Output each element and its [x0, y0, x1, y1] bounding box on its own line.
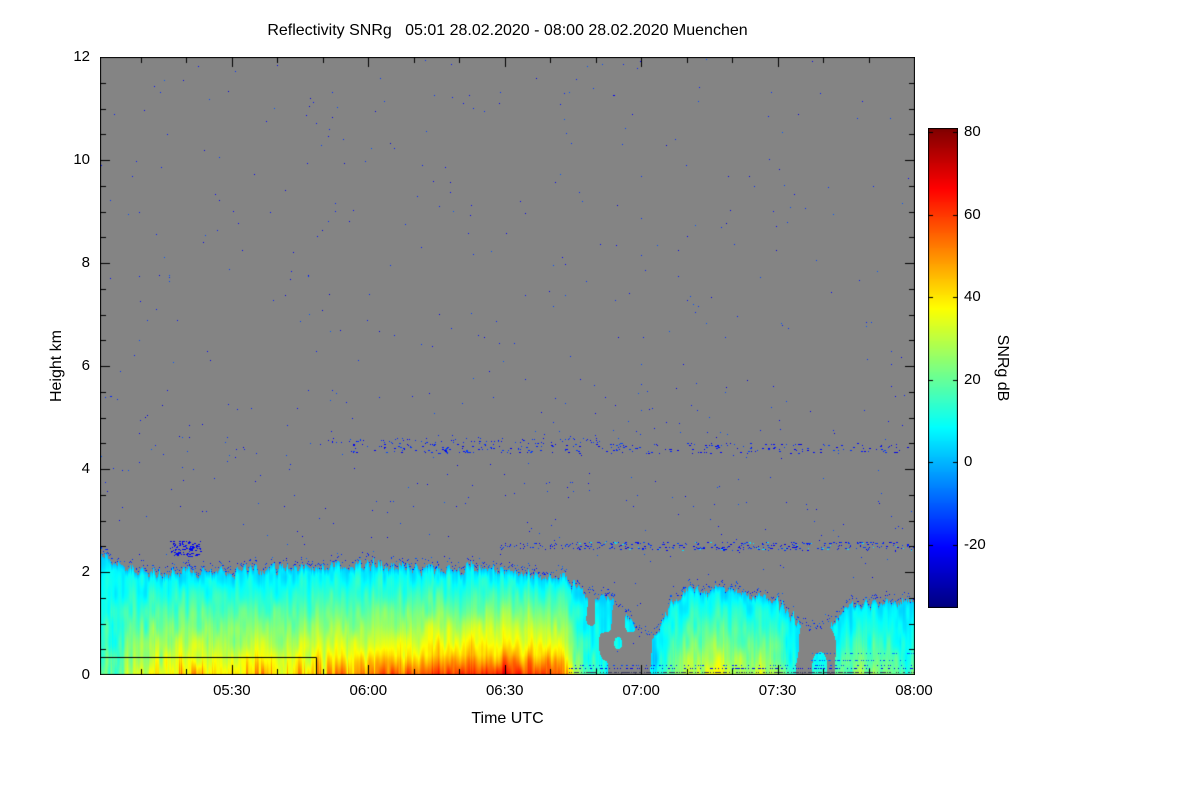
- x-axis-tick-label: 06:00: [349, 682, 388, 699]
- y-axis-tick-label: 4: [81, 460, 90, 477]
- y-axis-tick-label: 2: [81, 563, 90, 580]
- colorbar-tick-label: 20: [964, 370, 981, 388]
- colorbar-tick-label: 60: [964, 205, 981, 223]
- chart-title: Reflectivity SNRg 05:01 28.02.2020 - 08:…: [267, 22, 748, 39]
- x-axis-tick-label: 08:00: [895, 682, 933, 699]
- colorbar: [928, 128, 958, 608]
- x-axis-tick-label: 05:30: [213, 682, 251, 699]
- y-axis-tick-label: 12: [73, 48, 90, 65]
- x-axis-tick-label: 07:00: [622, 682, 660, 699]
- y-axis-tick-label: 10: [73, 151, 90, 168]
- y-axis-tick-label: 0: [81, 666, 90, 683]
- colorbar-tick-label: -20: [964, 536, 986, 554]
- colorbar-tick-label: 80: [964, 123, 981, 141]
- y-axis-tick-label: 8: [81, 254, 90, 271]
- x-axis-tick-label: 07:30: [758, 682, 797, 699]
- colorbar-label: SNRg dB: [994, 334, 1011, 402]
- x-axis-label: Time UTC: [471, 710, 544, 727]
- colorbar-tick-label: 0: [964, 453, 973, 471]
- heatmap-canvas: [100, 57, 915, 675]
- colorbar-tick-label: 40: [964, 288, 981, 306]
- y-axis-tick-label: 6: [81, 357, 90, 374]
- x-axis-tick-label: 06:30: [485, 682, 524, 699]
